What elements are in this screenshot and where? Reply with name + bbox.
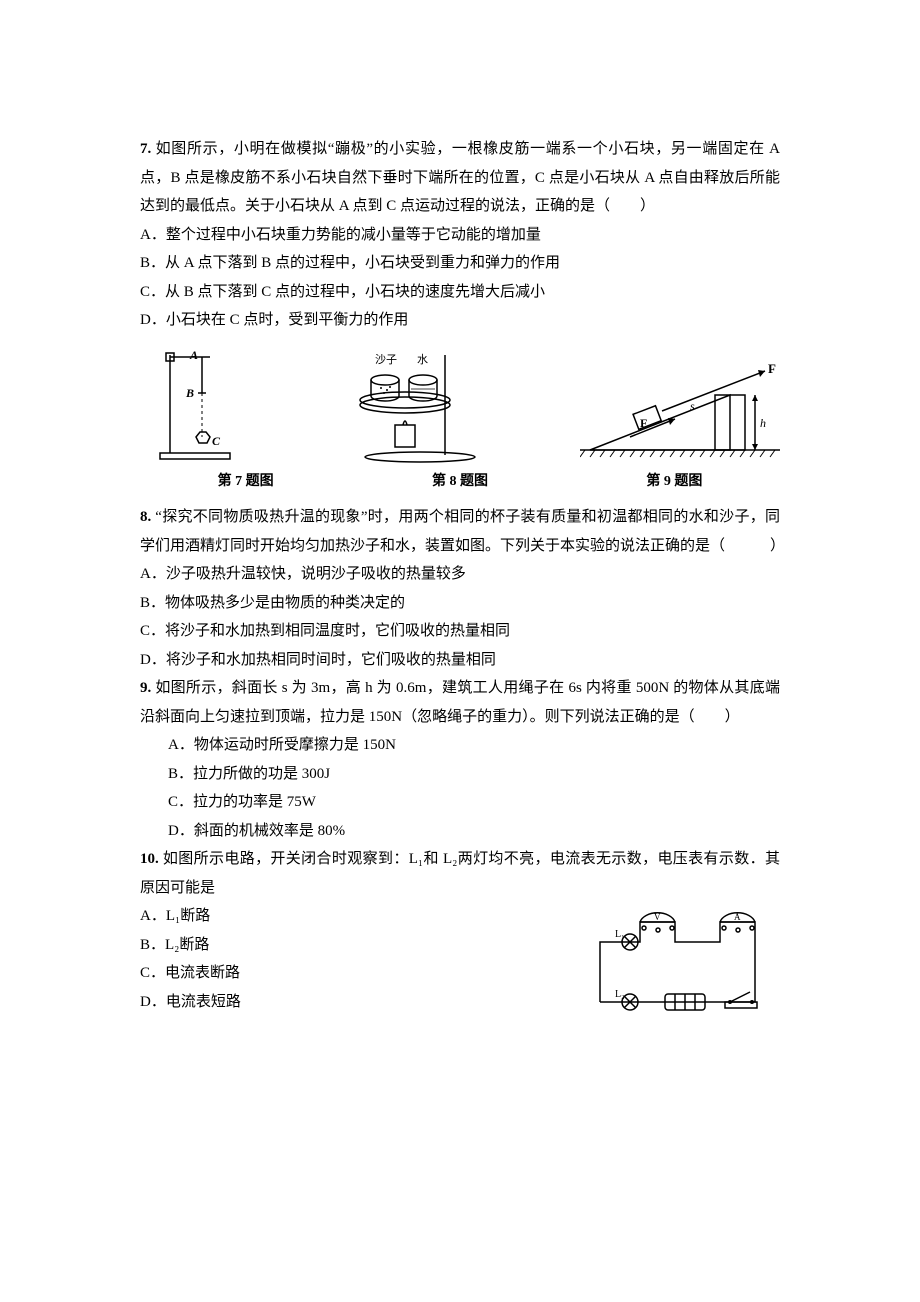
q8-option-b: B．物体吸热多少是由物质的种类决定的	[140, 589, 780, 618]
q10-stem: 10. 如图所示电路，开关闭合时观察到：L₁和 L₂两灯均不亮，电流表无示数，电…	[140, 845, 780, 902]
fig10-label-l2: L₂	[615, 989, 625, 1000]
q8-number: 8.	[140, 509, 151, 525]
fig9-label-h: h	[760, 416, 766, 430]
q7-option-d: D．小石块在 C 点时，受到平衡力的作用	[140, 306, 780, 335]
q8-stem: 8. “探究不同物质吸热升温的现象”时，用两个相同的杯子装有质量和初温都相同的水…	[140, 503, 780, 560]
q9-number: 9.	[140, 680, 151, 696]
q10-option-c: C．电流表断路	[140, 959, 560, 988]
q10-number: 10.	[140, 851, 159, 867]
q7-option-b: B．从 A 点下落到 B 点的过程中，小石块受到重力和弹力的作用	[140, 249, 780, 278]
fig7-label-c: C	[212, 434, 221, 448]
fig9-label-s: s	[690, 399, 695, 413]
svg-text:V: V	[654, 912, 661, 922]
q8-option-c: C．将沙子和水加热到相同温度时，它们吸收的热量相同	[140, 617, 780, 646]
fig9-caption: 第 9 题图	[569, 469, 780, 496]
figures-row: A B C	[140, 345, 780, 465]
figure-10-svg: V A L₁ L₂	[580, 902, 780, 1022]
q8-stem-text: “探究不同物质吸热升温的现象”时，用两个相同的杯子装有质量和初温都相同的水和沙子…	[140, 509, 785, 554]
fig8-caption: 第 8 题图	[354, 469, 565, 496]
q9-stem-text: 如图所示，斜面长 s 为 3m，高 h 为 0.6m，建筑工人用绳子在 6s 内…	[140, 680, 780, 725]
fig10-label-l1: L₁	[615, 929, 625, 940]
q9-option-d: D．斜面的机械效率是 80%	[140, 817, 780, 846]
figure-9-svg: F F s h	[580, 355, 780, 465]
q7-number: 7.	[140, 141, 151, 157]
figure-9: F F s h	[580, 355, 780, 465]
fig7-label-a: A	[189, 348, 198, 362]
fig8-label-sand: 沙子	[375, 353, 397, 366]
q8-option-a: A．沙子吸热升温较快，说明沙子吸收的热量较多	[140, 560, 780, 589]
q9-option-a: A．物体运动时所受摩擦力是 150N	[140, 731, 780, 760]
figure-8: 沙子 水	[335, 345, 505, 465]
figure-8-svg: 沙子 水	[335, 345, 505, 465]
figure-captions: 第 7 题图 第 8 题图 第 9 题图	[140, 469, 780, 496]
figure-10: V A L₁ L₂	[580, 902, 780, 1022]
q7-option-c: C．从 B 点下落到 C 点的过程中，小石块的速度先增大后减小	[140, 278, 780, 307]
q9-option-c: C．拉力的功率是 75W	[140, 788, 780, 817]
q10-option-a: A．L₁断路	[140, 902, 560, 931]
fig7-caption: 第 7 题图	[140, 469, 351, 496]
q7-stem-text: 如图所示，小明在做模拟“蹦极”的小实验，一根橡皮筋一端系一个小石块，另一端固定在…	[140, 141, 780, 214]
figure-7: A B C	[140, 345, 260, 465]
fig8-label-water: 水	[417, 353, 428, 366]
q10-stem-text: 如图所示电路，开关闭合时观察到：L₁和 L₂两灯均不亮，电流表无示数，电压表有示…	[140, 851, 780, 896]
q10-option-d: D．电流表短路	[140, 988, 560, 1017]
q7-stem: 7. 如图所示，小明在做模拟“蹦极”的小实验，一根橡皮筋一端系一个小石块，另一端…	[140, 135, 780, 221]
figure-7-svg: A B C	[140, 345, 260, 465]
q9-option-b: B．拉力所做的功是 300J	[140, 760, 780, 789]
fig9-label-F-inner: F	[640, 416, 647, 430]
q8-option-d: D．将沙子和水加热相同时间时，它们吸收的热量相同	[140, 646, 780, 675]
fig9-label-F-top: F	[768, 361, 776, 376]
fig7-label-b: B	[185, 386, 194, 400]
q9-stem: 9. 如图所示，斜面长 s 为 3m，高 h 为 0.6m，建筑工人用绳子在 6…	[140, 674, 780, 731]
svg-text:A: A	[734, 912, 741, 922]
q10-option-b: B．L₂断路	[140, 931, 560, 960]
q7-option-a: A．整个过程中小石块重力势能的减小量等于它动能的增加量	[140, 221, 780, 250]
